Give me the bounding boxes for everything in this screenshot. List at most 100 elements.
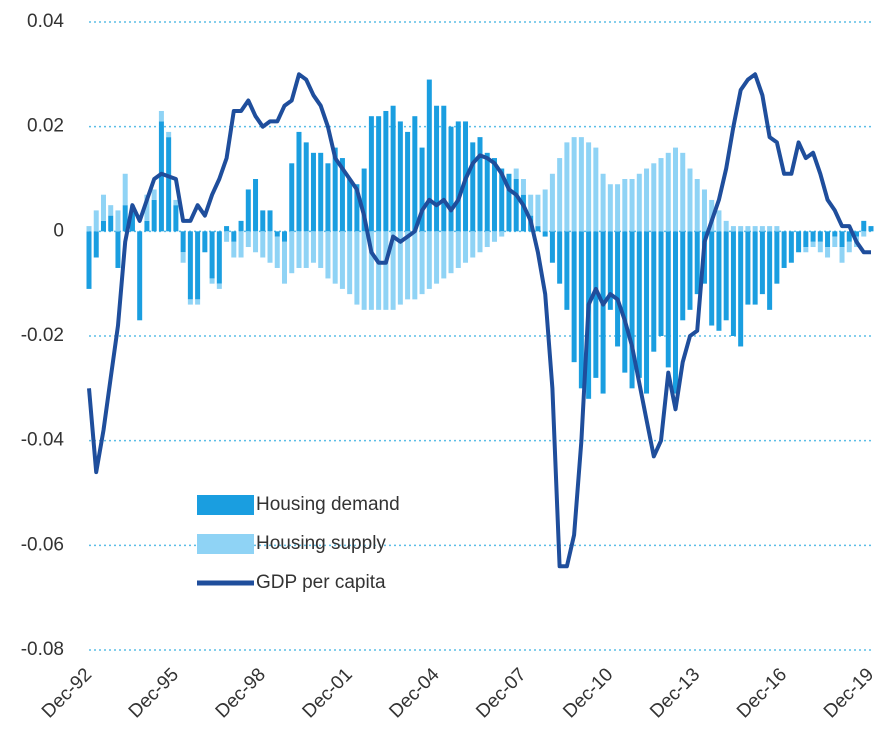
bar [564, 142, 570, 232]
bar [477, 231, 483, 253]
bar [803, 247, 809, 253]
bar [578, 231, 584, 389]
y-tick-label: -0.04 [21, 430, 65, 451]
bar [846, 231, 852, 242]
bar [615, 231, 621, 347]
bar [817, 231, 823, 242]
line [87, 72, 871, 569]
bar [535, 194, 541, 227]
bar [122, 205, 128, 232]
bar [687, 168, 693, 232]
bar [477, 137, 483, 232]
bar [832, 236, 838, 248]
bar [520, 194, 526, 232]
bar [680, 231, 686, 321]
bar [354, 231, 360, 305]
bar [303, 231, 309, 268]
bar [434, 231, 440, 284]
legend-swatch [197, 495, 254, 515]
bar [499, 168, 505, 232]
bar [195, 231, 201, 300]
bar [397, 231, 403, 305]
bar [361, 231, 367, 310]
bar [528, 194, 534, 216]
bar [730, 231, 736, 336]
bar [231, 241, 237, 258]
bar [803, 231, 809, 248]
bar [629, 231, 635, 389]
bar [405, 131, 411, 232]
bar [339, 158, 345, 232]
y-tick-label: -0.06 [21, 534, 64, 555]
bar [289, 231, 295, 274]
bar [339, 231, 345, 289]
x-tick-label: Dec-98 [212, 664, 270, 722]
bar [810, 241, 816, 248]
bar [694, 179, 700, 232]
bar [520, 179, 526, 195]
bar [781, 231, 787, 268]
bar [419, 231, 425, 295]
bar [658, 231, 664, 336]
bar [629, 179, 635, 232]
y-tick-label: 0.04 [27, 11, 64, 32]
bar [405, 231, 411, 300]
x-tick-label: Dec-16 [733, 664, 791, 722]
bar [825, 231, 831, 248]
bar [426, 79, 432, 232]
bar [173, 205, 179, 232]
bar [651, 231, 657, 352]
bar [412, 116, 418, 232]
bar [310, 231, 316, 263]
bar [419, 147, 425, 232]
bar [274, 236, 280, 268]
legend-swatch [197, 534, 254, 554]
bar [108, 215, 114, 232]
bar [730, 226, 736, 232]
bar [513, 168, 519, 179]
bar [701, 189, 707, 232]
bar [557, 158, 563, 232]
bar [752, 226, 758, 232]
bar [347, 179, 353, 232]
bar [332, 147, 338, 232]
x-tick-label: Dec-04 [385, 664, 443, 722]
bar [86, 226, 92, 232]
bar [651, 163, 657, 232]
bar [151, 189, 157, 200]
x-tick-label: Dec-01 [299, 664, 357, 722]
bar [187, 299, 193, 305]
bar [846, 241, 852, 253]
bar [491, 231, 497, 242]
y-tick-label: -0.02 [21, 325, 64, 346]
bar [245, 189, 251, 232]
bar [499, 231, 505, 237]
bar [470, 142, 476, 232]
bar [144, 220, 150, 232]
bar [448, 126, 454, 232]
bar [774, 226, 780, 232]
bar [253, 179, 259, 232]
bar [267, 231, 273, 263]
bar [680, 152, 686, 232]
bar [759, 226, 765, 232]
bar [448, 231, 454, 274]
bar [593, 147, 599, 232]
bar [861, 220, 867, 232]
bar [470, 231, 476, 258]
bar [571, 137, 577, 232]
bar [368, 231, 374, 310]
bar [144, 194, 150, 221]
bar [607, 184, 613, 232]
bar [166, 137, 172, 232]
bar [622, 179, 628, 232]
bar [571, 231, 577, 363]
bar [303, 142, 309, 232]
bar [745, 231, 751, 305]
x-tick-label: Dec-19 [820, 664, 878, 722]
bar [158, 110, 164, 122]
bar [412, 231, 418, 300]
bar [854, 231, 860, 237]
x-tick-label: Dec-10 [559, 664, 617, 722]
bar [491, 158, 497, 232]
